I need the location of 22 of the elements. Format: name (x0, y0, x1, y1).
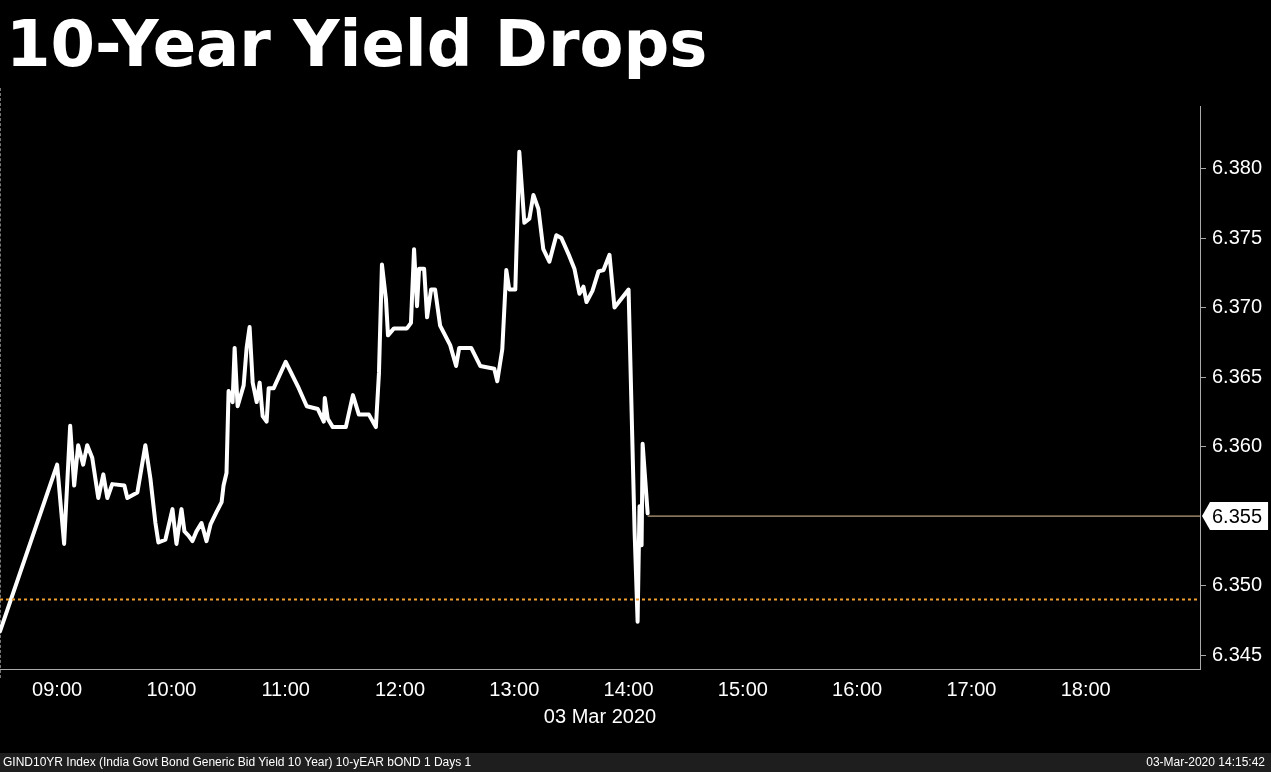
x-tick-label: 10:00 (146, 677, 197, 700)
x-tick-label: 09:00 (32, 677, 83, 700)
x-axis-title: 03 Mar 2020 (543, 704, 657, 727)
x-tick-label: 14:00 (603, 677, 654, 700)
ref-line-label: 6.355 (1212, 504, 1263, 527)
text: GIND10YR Index (India Govt Bond Generic Bid Yield 10 Year) 10-yEAR bOND 1 Days 1 (3, 755, 472, 769)
y-tick-label: 6.350 (1212, 573, 1263, 596)
x-tick-label: 15:00 (717, 677, 768, 700)
text: 03-Mar-2020 14:15:42 (1146, 755, 1265, 769)
y-tick-label: 6.370 (1212, 295, 1263, 318)
y-tick-label: 6.380 (1212, 156, 1263, 179)
x-tick-label: 18:00 (1060, 677, 1111, 700)
chart-title: 10-Year Yield Drops (6, 6, 708, 83)
x-tick-label: 17:00 (946, 677, 997, 700)
x-tick-label: 11:00 (261, 677, 310, 700)
x-tick-label: 12:00 (374, 677, 426, 700)
y-tick-label: 6.365 (1212, 364, 1263, 387)
x-tick-label: 13:00 (489, 677, 540, 700)
y-tick-label: 6.345 (1212, 642, 1263, 665)
x-tick-label: 16:00 (832, 677, 883, 700)
y-tick-label: 6.375 (1212, 225, 1263, 248)
y-tick-label: 6.360 (1212, 434, 1263, 457)
